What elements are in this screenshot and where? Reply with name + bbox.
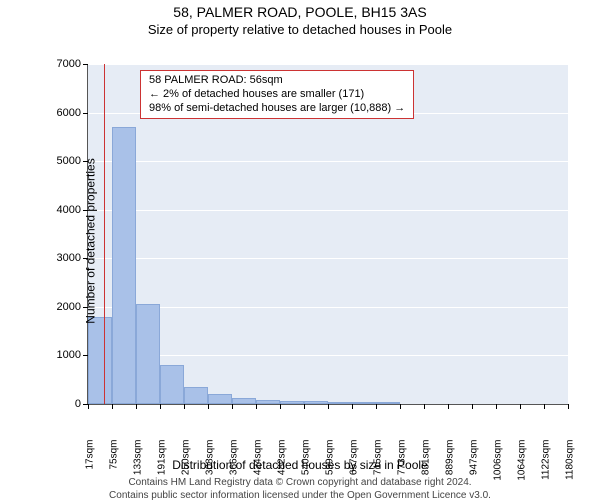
xtick-mark — [280, 404, 281, 409]
annotation-line3: 98% of semi-detached houses are larger (… — [149, 102, 405, 116]
xtick-mark — [304, 404, 305, 409]
xtick-label: 599sqm — [325, 440, 336, 490]
xtick-label: 1180sqm — [565, 440, 576, 490]
xtick-mark — [472, 404, 473, 409]
xtick-label: 657sqm — [349, 440, 360, 490]
chart-title: 58, PALMER ROAD, POOLE, BH15 3AS — [0, 4, 600, 20]
gridline — [88, 161, 568, 162]
histogram-bar — [208, 394, 232, 404]
xtick-label: 250sqm — [181, 440, 192, 490]
xtick-label: 191sqm — [157, 440, 168, 490]
ytick-label: 1000 — [43, 349, 81, 361]
histogram-bar — [112, 127, 136, 404]
xtick-mark — [136, 404, 137, 409]
ytick-mark — [83, 113, 88, 114]
chart-container: 58, PALMER ROAD, POOLE, BH15 3AS Size of… — [0, 0, 600, 500]
xtick-mark — [400, 404, 401, 409]
xtick-label: 540sqm — [301, 440, 312, 490]
ytick-label: 7000 — [43, 58, 81, 70]
histogram-bar — [136, 304, 160, 404]
xtick-label: 482sqm — [277, 440, 288, 490]
xtick-label: 17sqm — [85, 440, 96, 490]
ytick-label: 0 — [43, 398, 81, 410]
chart-subtitle: Size of property relative to detached ho… — [0, 22, 600, 37]
xtick-mark — [256, 404, 257, 409]
xtick-mark — [424, 404, 425, 409]
y-axis-label: Number of detached properties — [84, 158, 98, 323]
xtick-label: 75sqm — [109, 440, 120, 490]
xtick-mark — [88, 404, 89, 409]
xtick-mark — [232, 404, 233, 409]
xtick-mark — [160, 404, 161, 409]
xtick-label: 424sqm — [253, 440, 264, 490]
xtick-label: 308sqm — [205, 440, 216, 490]
xtick-label: 715sqm — [373, 440, 384, 490]
ytick-mark — [83, 258, 88, 259]
histogram-bar — [160, 365, 184, 404]
xtick-label: 773sqm — [397, 440, 408, 490]
ytick-label: 2000 — [43, 301, 81, 313]
ytick-mark — [83, 307, 88, 308]
xtick-mark — [448, 404, 449, 409]
histogram-bar — [88, 317, 112, 404]
property-marker-line — [104, 64, 105, 404]
xtick-mark — [520, 404, 521, 409]
footer-line2: Contains public sector information licen… — [109, 490, 491, 501]
xtick-mark — [208, 404, 209, 409]
xtick-label: 1006sqm — [493, 440, 504, 490]
gridline — [88, 210, 568, 211]
xtick-label: 1064sqm — [517, 440, 528, 490]
xtick-label: 947sqm — [469, 440, 480, 490]
xtick-mark — [496, 404, 497, 409]
gridline — [88, 64, 568, 65]
annotation-box: 58 PALMER ROAD: 56sqm ← 2% of detached h… — [140, 70, 414, 119]
ytick-label: 4000 — [43, 204, 81, 216]
xtick-mark — [328, 404, 329, 409]
ytick-label: 5000 — [43, 155, 81, 167]
annotation-line2: ← 2% of detached houses are smaller (171… — [149, 88, 405, 102]
xtick-mark — [376, 404, 377, 409]
xtick-mark — [352, 404, 353, 409]
ytick-mark — [83, 161, 88, 162]
gridline — [88, 258, 568, 259]
ytick-mark — [83, 64, 88, 65]
ytick-mark — [83, 210, 88, 211]
xtick-mark — [112, 404, 113, 409]
gridline — [88, 355, 568, 356]
xtick-label: 1122sqm — [541, 440, 552, 490]
xtick-label: 133sqm — [133, 440, 144, 490]
histogram-bar — [184, 387, 208, 404]
ytick-mark — [83, 355, 88, 356]
xtick-label: 831sqm — [421, 440, 432, 490]
ytick-label: 6000 — [43, 107, 81, 119]
xtick-label: 366sqm — [229, 440, 240, 490]
gridline — [88, 307, 568, 308]
xtick-label: 889sqm — [445, 440, 456, 490]
xtick-mark — [184, 404, 185, 409]
xtick-mark — [544, 404, 545, 409]
annotation-line1: 58 PALMER ROAD: 56sqm — [149, 74, 405, 88]
ytick-label: 3000 — [43, 252, 81, 264]
xtick-mark — [568, 404, 569, 409]
